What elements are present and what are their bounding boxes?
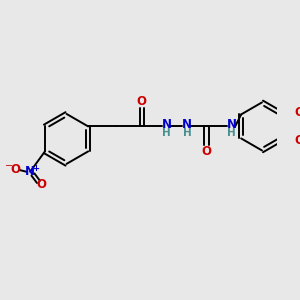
Text: O: O [36,178,46,191]
Text: N: N [226,118,236,131]
Text: O: O [294,106,300,119]
Text: O: O [11,164,20,176]
Text: O: O [294,134,300,147]
Text: +: + [32,164,39,172]
Text: N: N [25,165,35,178]
Text: H: H [183,128,191,138]
Text: −: − [5,161,13,171]
Text: N: N [162,118,172,131]
Text: O: O [202,145,212,158]
Text: O: O [137,95,147,108]
Text: H: H [227,128,236,138]
Text: N: N [182,118,192,131]
Text: H: H [162,128,171,138]
